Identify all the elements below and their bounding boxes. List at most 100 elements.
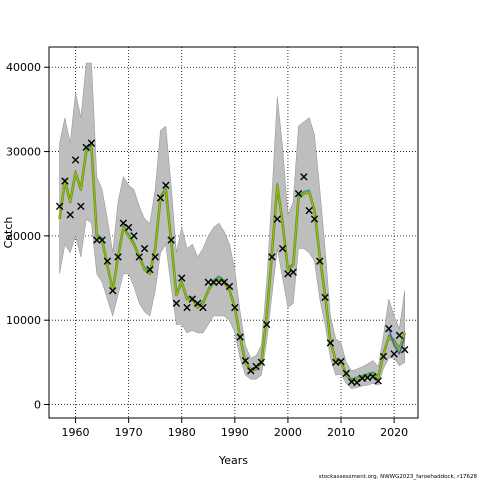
observed-point-stroke [77, 202, 85, 211]
observed-point-stroke [273, 215, 281, 223]
observed-point [183, 303, 191, 312]
observed-point [71, 156, 80, 164]
observed-point [87, 139, 96, 147]
observed-point-stroke [231, 303, 239, 312]
observed-point-stroke [146, 265, 154, 274]
y-tick-label: 0 [34, 399, 41, 412]
observed-point-stroke [119, 219, 128, 227]
observed-point [109, 286, 117, 295]
observed-point [162, 181, 170, 189]
observed-point-stroke [390, 350, 398, 358]
observed-point-stroke [98, 236, 106, 244]
observed-point [273, 215, 281, 223]
observed-point-stroke [82, 143, 90, 152]
observed-point-stroke [289, 268, 297, 276]
observed-point [119, 219, 128, 227]
observed-point [300, 173, 308, 181]
observed-point [98, 236, 106, 244]
observed-point [252, 362, 260, 371]
observed-point-stroke [140, 244, 149, 253]
observed-point-stroke [247, 367, 255, 375]
observed-point [326, 339, 335, 347]
observed-point [321, 293, 329, 302]
x-tick-label: 1990 [221, 426, 249, 439]
observed-point-stroke [379, 352, 388, 361]
observed-point-stroke [236, 333, 244, 341]
observed-point-stroke [257, 358, 266, 367]
observed-point [379, 352, 388, 361]
observed-point-stroke [93, 236, 101, 244]
observed-point [140, 244, 149, 253]
observed-point-stroke [321, 293, 329, 302]
observed-point [77, 202, 85, 211]
observed-point-stroke [167, 236, 175, 244]
observed-point [199, 303, 207, 312]
observed-point [156, 194, 165, 202]
observed-point-stroke [151, 253, 159, 261]
observed-point-stroke [124, 223, 133, 232]
observed-point-stroke [252, 362, 260, 371]
observed-point [241, 356, 250, 365]
observed-point-stroke [310, 215, 319, 223]
observed-point [215, 278, 223, 286]
observed-point-stroke [305, 206, 313, 215]
observed-point [146, 265, 154, 274]
observed-point-stroke [332, 358, 340, 367]
observed-point-stroke [87, 139, 96, 147]
observed-point [124, 223, 133, 232]
observed-point-stroke [172, 299, 181, 308]
observed-point-stroke [401, 346, 409, 354]
observed-point-stroke [162, 181, 170, 189]
observed-point-stroke [385, 324, 393, 333]
observed-point-stroke [337, 357, 345, 366]
observed-point [353, 378, 361, 387]
observed-point [278, 244, 287, 253]
observed-point-stroke [61, 177, 69, 185]
observed-point-stroke [300, 173, 308, 181]
observed-point-stroke [395, 331, 404, 340]
observed-point-stroke [342, 369, 351, 378]
observed-point-stroke [130, 232, 138, 240]
y-tick-label: 20000 [6, 230, 41, 243]
observed-point [66, 211, 74, 219]
observed-point [103, 257, 112, 265]
observed-point-stroke [268, 253, 276, 261]
y-tick-label: 30000 [6, 146, 41, 159]
observed-point [342, 369, 351, 378]
observed-point-stroke [225, 282, 234, 291]
observed-point [225, 282, 234, 291]
observed-point [130, 232, 138, 240]
observed-point-stroke [114, 253, 122, 261]
observed-point-stroke [209, 278, 218, 286]
axes: 1960 1970 1980 1990 2000 2010 2020 0 10000 20000 3… [6, 61, 408, 439]
observed-point-stroke [188, 295, 197, 303]
observed-point-stroke [278, 244, 287, 253]
observed-point-stroke [241, 356, 250, 365]
observed-point [262, 320, 271, 329]
observed-point [61, 177, 69, 185]
observed-point [294, 190, 303, 198]
observed-point [337, 357, 345, 366]
confidence-band-area [59, 62, 405, 389]
x-tick-label: 1970 [115, 426, 143, 439]
observed-point-stroke [353, 378, 361, 387]
footnote: stockassessment.org, NWWG2023_faroehaddo… [319, 474, 478, 480]
observed-point [316, 257, 324, 265]
observed-point [231, 303, 239, 312]
observed-point-stroke [103, 257, 112, 265]
x-tick-label: 2010 [327, 426, 355, 439]
observed-point-stroke [204, 278, 212, 286]
observed-point-stroke [109, 286, 117, 295]
observed-point [310, 215, 319, 223]
observed-point-stroke [183, 303, 191, 312]
observed-point-stroke [66, 211, 74, 219]
observed-point [82, 143, 90, 152]
confidence-band [59, 62, 405, 389]
observed-point [374, 377, 382, 385]
observed-point-stroke [284, 270, 292, 278]
observed-point [385, 324, 393, 333]
observed-points [55, 139, 409, 387]
observed-point [135, 253, 143, 261]
observed-point [369, 372, 377, 381]
